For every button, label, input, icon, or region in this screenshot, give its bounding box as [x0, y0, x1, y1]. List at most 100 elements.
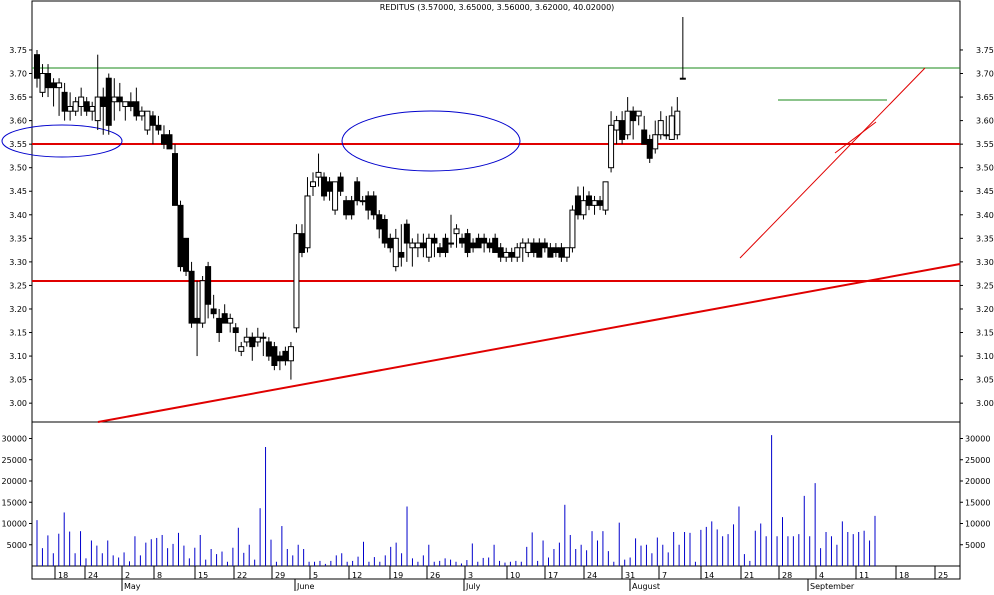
- candle-body: [459, 237, 466, 244]
- candle: [116, 82, 123, 112]
- candle-body: [293, 233, 300, 329]
- candle: [221, 304, 228, 324]
- candle-body: [652, 134, 659, 150]
- candle-body: [475, 237, 482, 249]
- candle-body: [674, 110, 681, 136]
- candle: [160, 125, 167, 149]
- candle: [337, 172, 344, 196]
- price-tick-label-left: 3.10: [9, 352, 27, 361]
- candle-body: [34, 54, 40, 79]
- volume-tick-label-left: 20000: [2, 477, 27, 486]
- candle: [668, 106, 675, 140]
- candle: [67, 92, 74, 121]
- candle-body: [138, 110, 145, 117]
- candle: [459, 233, 466, 248]
- price-tick-label-right: 3.25: [976, 281, 994, 290]
- candle-body: [530, 242, 537, 253]
- candle: [630, 106, 637, 140]
- candle: [503, 247, 510, 262]
- month-label: July: [465, 582, 481, 591]
- candle: [497, 243, 504, 262]
- candle: [122, 101, 129, 121]
- date-tick-label: 28: [782, 571, 792, 580]
- candle: [624, 97, 631, 140]
- candle: [591, 195, 598, 215]
- candle-body: [337, 176, 344, 192]
- candle-body: [254, 336, 261, 343]
- volume-series: [36, 435, 876, 566]
- candle: [646, 134, 653, 163]
- candle: [536, 238, 543, 258]
- candle: [227, 313, 234, 333]
- candle: [216, 308, 223, 342]
- candle: [442, 233, 449, 258]
- candle-body: [558, 247, 565, 258]
- candle: [133, 87, 140, 121]
- price-tick-label-right: 3.00: [976, 399, 994, 408]
- candle-body: [403, 223, 410, 244]
- candle-body: [172, 153, 178, 206]
- candle: [519, 238, 526, 262]
- price-tick-label-left: 3.75: [9, 46, 27, 55]
- candle: [199, 276, 206, 328]
- candle: [481, 233, 488, 253]
- candle: [271, 341, 278, 371]
- date-tick-label: 31: [625, 571, 635, 580]
- candle-body: [679, 77, 686, 80]
- candle-body: [481, 237, 488, 244]
- candle: [238, 341, 245, 357]
- price-tick-label-left: 3.35: [9, 234, 27, 243]
- candle: [674, 97, 681, 140]
- candle: [127, 92, 134, 112]
- candle-body: [376, 214, 383, 230]
- candle-body: [72, 101, 79, 112]
- candle-body: [315, 171, 322, 178]
- candle-body: [133, 101, 140, 117]
- candle: [243, 327, 250, 347]
- candle: [293, 224, 300, 333]
- volume-tick-label-left: 15000: [2, 498, 27, 507]
- candle: [354, 177, 361, 206]
- candle-body: [282, 350, 289, 362]
- candle-body: [492, 237, 499, 253]
- price-tick-label-right: 3.50: [976, 164, 994, 173]
- price-tick-label-left: 3.15: [9, 329, 27, 338]
- candle-body: [100, 96, 107, 107]
- steep-trend-line: [739, 67, 926, 259]
- candle-body: [359, 200, 366, 203]
- date-tick-label: 24: [587, 571, 597, 580]
- candle-body: [602, 181, 609, 211]
- candle-body: [641, 129, 648, 145]
- price-tick-label-left: 3.65: [9, 93, 27, 102]
- candle-body: [298, 233, 305, 253]
- candle-body: [448, 242, 454, 245]
- candle: [282, 346, 289, 366]
- candle-body: [381, 219, 388, 244]
- candle: [574, 186, 581, 220]
- candle: [409, 238, 416, 267]
- candle-body: [321, 176, 328, 197]
- candle: [78, 87, 85, 116]
- candle-body: [149, 115, 156, 126]
- candle-body: [45, 73, 52, 89]
- candle: [172, 144, 178, 206]
- candle: [641, 115, 648, 145]
- candle-body: [122, 101, 129, 107]
- candle: [232, 323, 239, 352]
- candle-body: [61, 91, 68, 112]
- candle-body: [569, 209, 576, 249]
- candle-body: [525, 242, 532, 253]
- candle: [310, 172, 316, 196]
- candle: [298, 224, 305, 258]
- candle-body: [83, 101, 90, 112]
- price-tick-label-right: 3.75: [976, 46, 994, 55]
- volume-tick-label-right: 10000: [965, 520, 990, 529]
- candle-body: [646, 138, 653, 159]
- candle-body: [536, 242, 543, 258]
- candle-body: [409, 242, 416, 249]
- candle: [348, 195, 355, 220]
- date-tick-label: 7: [662, 571, 667, 580]
- candle: [365, 191, 372, 220]
- candle-body: [574, 195, 581, 216]
